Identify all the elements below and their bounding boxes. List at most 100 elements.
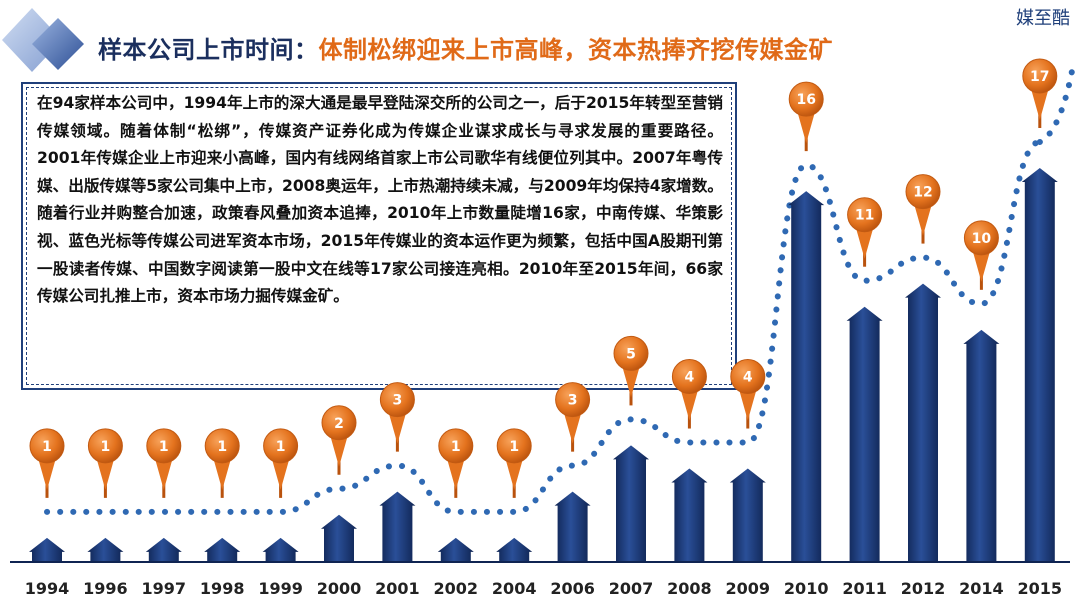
pin-head-2008 xyxy=(671,359,707,395)
bar-2010 xyxy=(788,191,825,561)
data-label-2014: 10 xyxy=(972,231,992,247)
pin-head-2006 xyxy=(555,382,591,418)
x-axis: 1994 1996 1997 1998 1999 2000 2001 2002 2004 2006… xyxy=(10,561,1070,598)
title-main: 样本公司上市时间 xyxy=(98,36,294,64)
x-tick-2002: 2002 xyxy=(434,579,479,598)
pin-head-1996 xyxy=(87,428,123,464)
data-label-2011: 11 xyxy=(855,208,874,224)
x-tick-2000: 2000 xyxy=(317,579,362,598)
x-tick-1997: 1997 xyxy=(142,579,187,598)
x-tick-2011: 2011 xyxy=(842,579,887,598)
data-label-pin-2004: 1 xyxy=(496,428,532,498)
pin-tail-2015 xyxy=(1030,88,1049,120)
pin-tail-1996 xyxy=(96,457,115,490)
bar-2006 xyxy=(554,491,591,561)
data-label-pin-1998: 1 xyxy=(204,428,240,498)
pin-head-1994 xyxy=(29,428,65,464)
bar-2002 xyxy=(437,537,474,561)
data-label-pin-2000: 2 xyxy=(321,405,357,475)
data-label-pin-2008: 4 xyxy=(671,359,707,429)
pin-head-1998 xyxy=(204,428,240,464)
data-label-pin-2002: 1 xyxy=(438,428,474,498)
pin-tail-2004 xyxy=(505,457,524,490)
x-tick-2009: 2009 xyxy=(726,579,771,598)
trend-line xyxy=(44,69,1075,515)
data-label-pin-1994: 1 xyxy=(29,428,65,498)
data-label-pin-1999: 1 xyxy=(263,428,299,498)
x-tick-1999: 1999 xyxy=(258,579,303,598)
bar-2011 xyxy=(846,306,883,561)
data-label-pin-2014: 10 xyxy=(963,220,999,290)
pin-tail-2011 xyxy=(855,226,874,259)
data-label-2006: 3 xyxy=(568,393,578,409)
x-tick-2006: 2006 xyxy=(550,579,595,598)
pin-tail-2001 xyxy=(388,411,407,444)
pin-head-2004 xyxy=(496,428,532,464)
trend-dotted-line xyxy=(44,139,1043,515)
data-label-pin-2011: 11 xyxy=(847,197,883,267)
x-tick-2004: 2004 xyxy=(492,579,537,598)
data-label-2000: 2 xyxy=(334,416,344,432)
pin-head-1997 xyxy=(146,428,182,464)
pin-tail-2010 xyxy=(797,111,816,144)
x-tick-2015: 2015 xyxy=(1018,579,1063,598)
pin-tail-2002 xyxy=(446,457,465,490)
pin-tail-1994 xyxy=(38,457,56,490)
bar-2009 xyxy=(729,468,766,561)
description-box: 在94家样本公司中，1994年上市的深大通是最早登陆深交所的公司之一，后于201… xyxy=(21,82,737,390)
diamond-logo xyxy=(2,8,84,72)
x-tick-1994: 1994 xyxy=(25,579,70,598)
data-label-pin-2009: 4 xyxy=(730,359,766,429)
pin-tail-2009 xyxy=(738,388,757,421)
x-tick-2007: 2007 xyxy=(609,579,654,598)
pin-tail-2006 xyxy=(563,411,582,444)
pin-head-2002 xyxy=(438,428,474,464)
pin-head-2014 xyxy=(963,220,999,256)
trend-dotted-line-tail xyxy=(1036,69,1075,145)
data-label-2002: 1 xyxy=(451,439,461,455)
pin-tail-1998 xyxy=(213,457,232,490)
bar-2008 xyxy=(671,468,708,561)
x-tick-2012: 2012 xyxy=(901,579,946,598)
x-tick-1998: 1998 xyxy=(200,579,245,598)
bar-2007 xyxy=(613,445,649,561)
data-label-1997: 1 xyxy=(159,439,169,455)
data-label-2012: 12 xyxy=(913,185,932,201)
pin-tail-1999 xyxy=(271,457,290,490)
data-label-pin-2001: 3 xyxy=(379,382,415,452)
pin-head-2001 xyxy=(379,382,415,418)
data-label-2015: 17 xyxy=(1030,69,1049,85)
data-label-pin-2010: 16 xyxy=(788,81,824,152)
title-subtitle: 体制松绑迎来上市高峰，资本热捧齐挖传媒金矿 xyxy=(318,36,833,64)
data-label-2010: 16 xyxy=(796,92,815,108)
x-tick-2010: 2010 xyxy=(784,579,829,598)
bar-2000 xyxy=(321,514,357,561)
data-label-1994: 1 xyxy=(42,439,52,455)
bar-2004 xyxy=(496,537,533,561)
pin-tail-2014 xyxy=(972,249,991,282)
title-colon: ： xyxy=(294,36,319,64)
pin-head-2000 xyxy=(321,405,357,441)
data-label-2007: 5 xyxy=(626,346,636,362)
pin-tail-2000 xyxy=(330,434,348,467)
x-tick-2008: 2008 xyxy=(667,579,712,598)
pin-tail-1997 xyxy=(154,457,173,490)
x-tick-2014: 2014 xyxy=(959,579,1004,598)
bar-1996 xyxy=(87,537,124,561)
brand-label: 媒至酷 xyxy=(1016,8,1070,29)
data-label-2001: 3 xyxy=(393,393,403,409)
page-title: 样本公司上市时间：体制松绑迎来上市高峰，资本热捧齐挖传媒金矿 xyxy=(98,30,833,65)
data-label-pin-2015: 17 xyxy=(1022,58,1058,128)
pin-head-2009 xyxy=(730,359,766,395)
pin-tail-2008 xyxy=(680,388,699,421)
bars-group xyxy=(29,168,1058,561)
bar-2012 xyxy=(905,283,941,561)
pin-tail-2012 xyxy=(914,203,932,236)
pin-head-2011 xyxy=(847,197,883,233)
data-label-1999: 1 xyxy=(276,439,286,455)
description-text: 在94家样本公司中，1994年上市的深大通是最早登陆深交所的公司之一，后于201… xyxy=(37,94,723,306)
data-label-2004: 1 xyxy=(509,439,519,455)
data-label-2008: 4 xyxy=(685,370,695,386)
x-tick-2001: 2001 xyxy=(375,579,420,598)
